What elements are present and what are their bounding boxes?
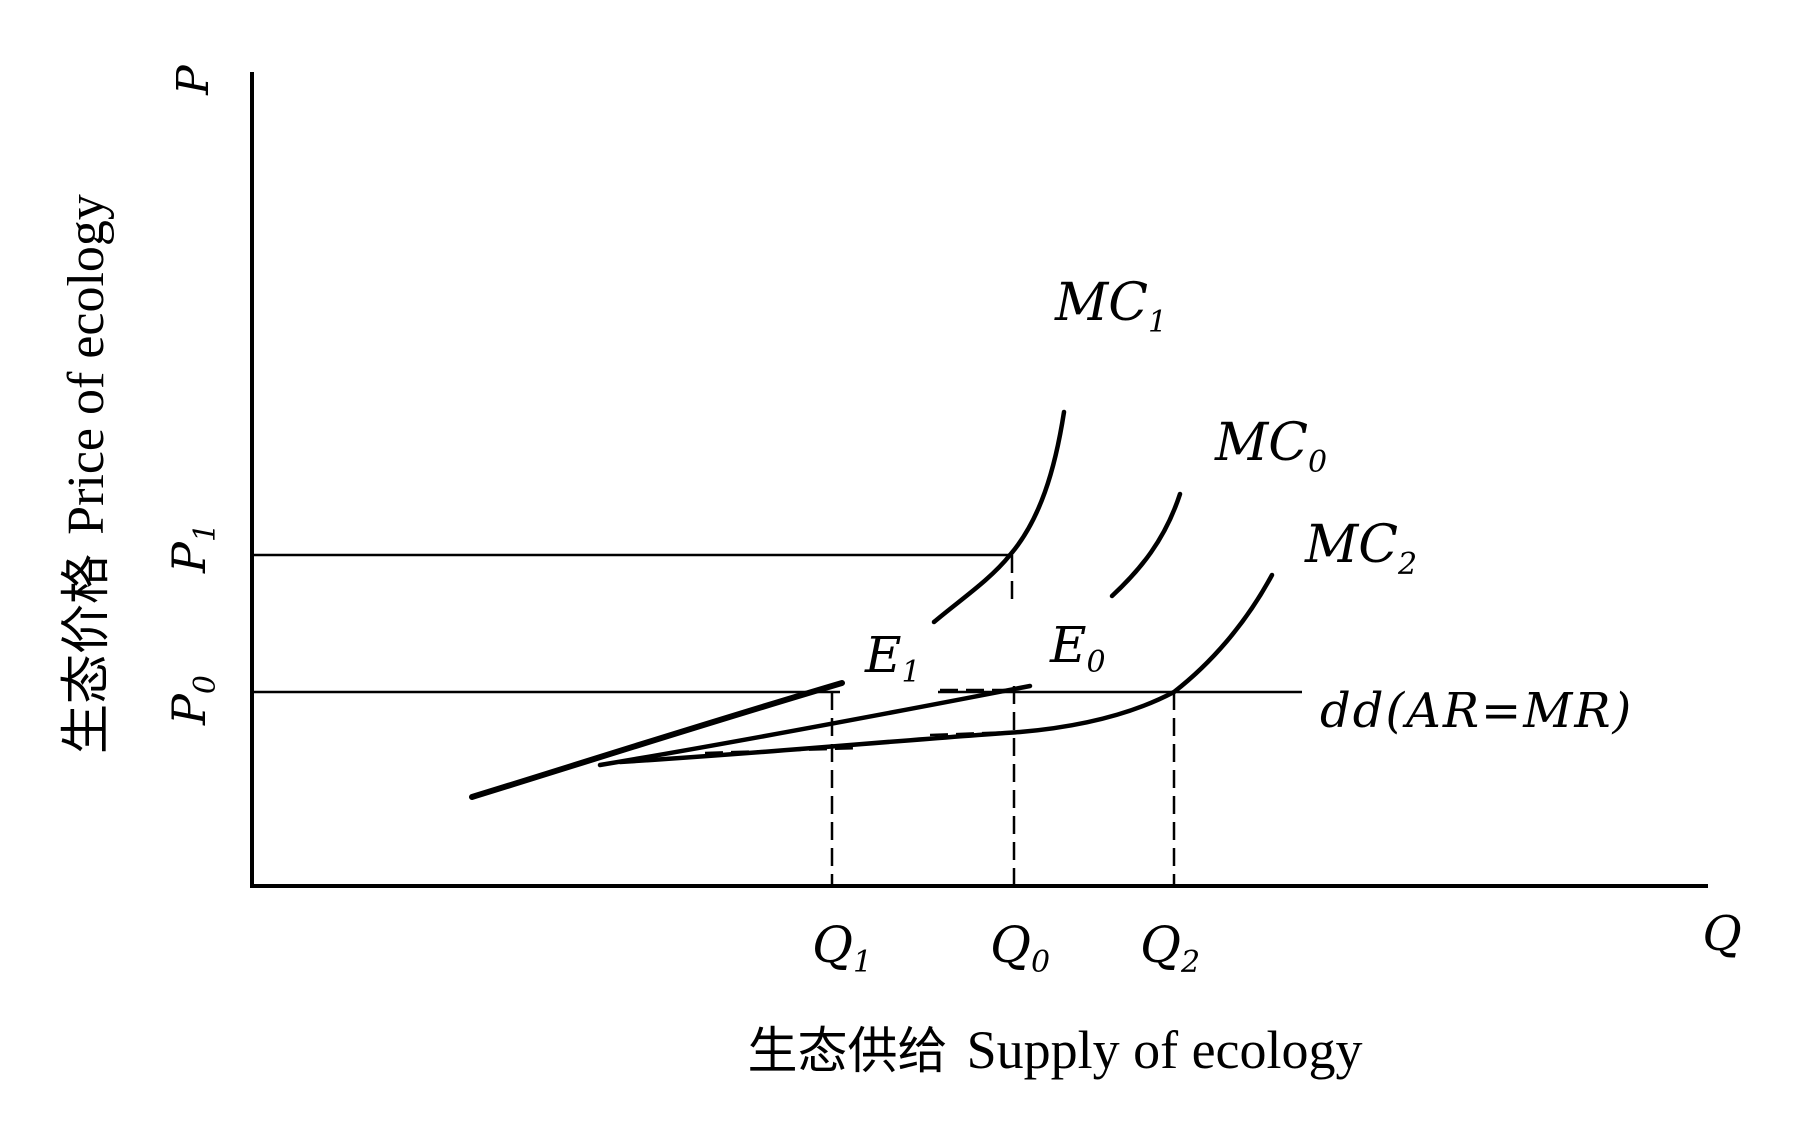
p0-base: P: [162, 693, 216, 726]
mc2-curve: [1171, 572, 1275, 695]
price-label-p0: P0: [162, 675, 223, 726]
curve-to-e0: [597, 683, 1033, 768]
label-demand-line: dd(AR=MR): [1320, 683, 1633, 739]
curve-to-e1: [469, 680, 845, 800]
svg-text:P1: P1: [162, 523, 223, 574]
x-axis-caption: 生态供给 Supply of ecology: [747, 1020, 1362, 1080]
y-axis-caption-zh: 生态价格: [57, 554, 115, 754]
price-label-p1: P1: [162, 523, 223, 574]
label-mc1: MC1: [1054, 273, 1167, 340]
label-e0: E0: [1049, 616, 1106, 680]
mc1-curve-lower: [931, 552, 1013, 625]
svg-text:P0: P0: [162, 675, 223, 726]
y-axis-caption-en: Price of ecology: [58, 194, 115, 535]
p1-sub: 1: [188, 523, 223, 542]
label-e1: E1: [864, 626, 921, 690]
label-q0: Q0: [990, 916, 1050, 980]
mc1-curve-upper: [1007, 409, 1067, 558]
y-axis-symbol: P: [168, 64, 219, 96]
label-q1: Q1: [812, 916, 872, 980]
x-axis-caption-zh: 生态供给: [747, 1022, 947, 1080]
curves: [469, 409, 1275, 800]
x-axis-caption-en: Supply of ecology: [967, 1020, 1363, 1080]
svg-text:生态价格 Price of ecology: 生态价格 Price of ecology: [57, 194, 115, 754]
y-axis-caption: 生态价格 Price of ecology: [57, 194, 115, 754]
x-axis-symbol: Q: [1702, 906, 1741, 962]
label-q2: Q2: [1140, 916, 1200, 980]
p0-sub: 0: [188, 675, 223, 694]
label-mc0: MC0: [1214, 413, 1327, 480]
p1-base: P: [162, 541, 216, 574]
curve-to-e2: [617, 689, 1177, 765]
label-mc2: MC2: [1304, 515, 1417, 582]
axes: [250, 72, 1708, 888]
mc0-curve: [1109, 491, 1183, 599]
